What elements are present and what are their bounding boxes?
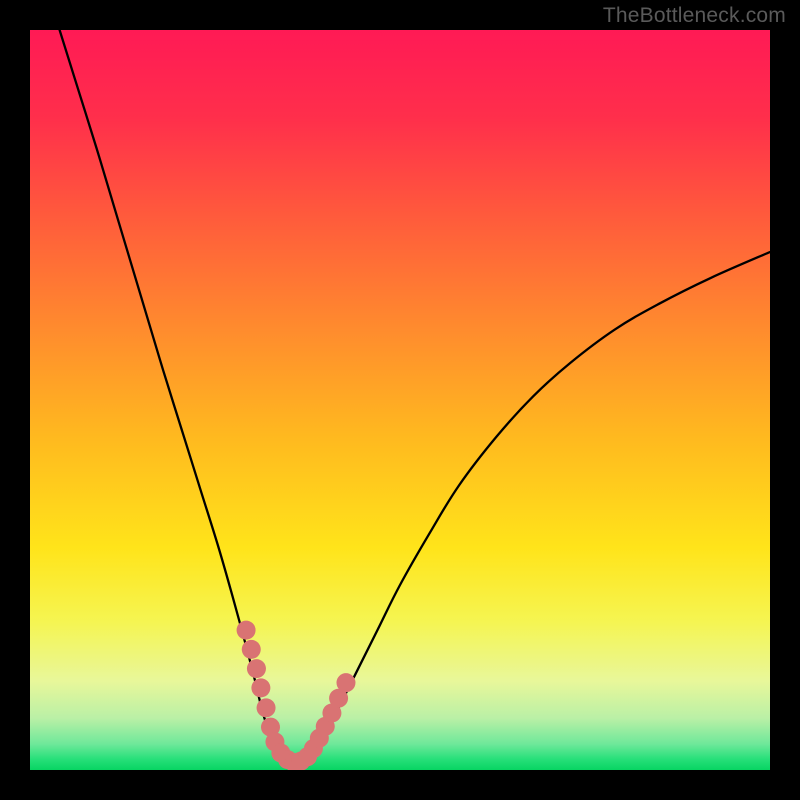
plot-area bbox=[30, 30, 770, 770]
marker-dot bbox=[251, 678, 270, 697]
marker-dot bbox=[247, 659, 266, 678]
marker-dot bbox=[257, 698, 276, 717]
marker-dot bbox=[336, 673, 355, 692]
curve-markers bbox=[237, 621, 356, 770]
chart-overlay bbox=[30, 30, 770, 770]
bottleneck-curve bbox=[60, 30, 770, 763]
marker-dot bbox=[242, 640, 261, 659]
watermark-text: TheBottleneck.com bbox=[603, 4, 786, 28]
marker-dot bbox=[237, 621, 256, 640]
